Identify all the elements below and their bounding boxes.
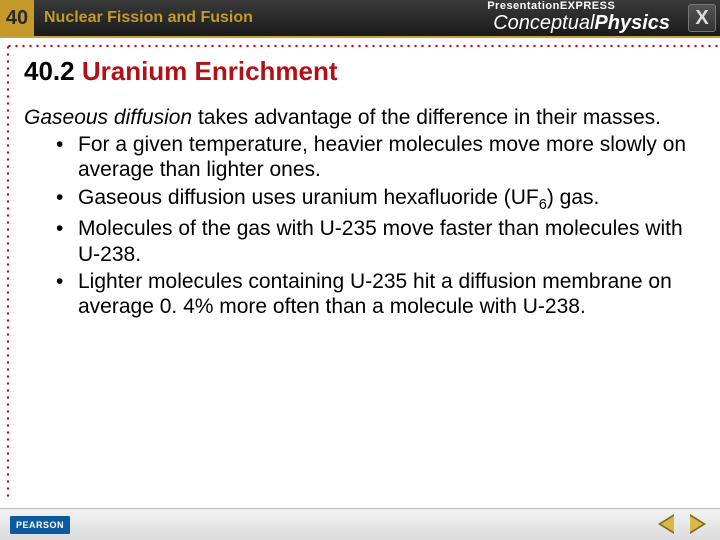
divider-gold [0, 36, 720, 38]
intro-term: Gaseous diffusion [24, 106, 192, 129]
next-button[interactable] [684, 512, 710, 536]
intro-rest: takes advantage of the difference in the… [192, 106, 661, 129]
publisher-logo: PEARSON [10, 516, 70, 534]
close-icon: X [695, 7, 708, 30]
list-item: Gaseous diffusion uses uranium hexafluor… [56, 185, 704, 215]
bullet-text: For a given temperature, heavier molecul… [78, 133, 686, 181]
brand-main-b: Physics [594, 12, 670, 34]
chapter-number: 40 [0, 0, 34, 36]
heading-title: Uranium Enrichment [82, 56, 338, 86]
dotted-border-left [6, 44, 10, 500]
nav-arrows [656, 512, 710, 536]
list-item: Molecules of the gas with U-235 move fas… [56, 216, 704, 266]
intro-paragraph: Gaseous diffusion takes advantage of the… [24, 105, 704, 130]
close-button[interactable]: X [688, 4, 716, 32]
heading-number: 40.2 [24, 56, 75, 86]
dotted-border-top [6, 44, 720, 48]
footer-bar: PEARSON [0, 508, 720, 540]
brand-small-text: PresentationEXPRESS [487, 0, 670, 12]
brand-logo: PresentationEXPRESS ConceptualPhysics [487, 0, 670, 36]
chapter-title: Nuclear Fission and Fusion [44, 9, 253, 27]
list-item: Lighter molecules containing U-235 hit a… [56, 269, 704, 319]
brand-main-a: Conceptual [493, 12, 594, 34]
bullet-text: Gaseous diffusion uses uranium hexafluor… [78, 186, 599, 209]
slide-content: 40.2 Uranium Enrichment Gaseous diffusio… [24, 56, 704, 321]
bullet-text: Lighter molecules containing U-235 hit a… [78, 270, 672, 318]
prev-button[interactable] [656, 512, 682, 536]
top-bar: 40 Nuclear Fission and Fusion Presentati… [0, 0, 720, 36]
bullet-list: For a given temperature, heavier molecul… [56, 132, 704, 319]
bullet-text: Molecules of the gas with U-235 move fas… [78, 217, 683, 265]
list-item: For a given temperature, heavier molecul… [56, 132, 704, 182]
slide-heading: 40.2 Uranium Enrichment [24, 56, 704, 87]
